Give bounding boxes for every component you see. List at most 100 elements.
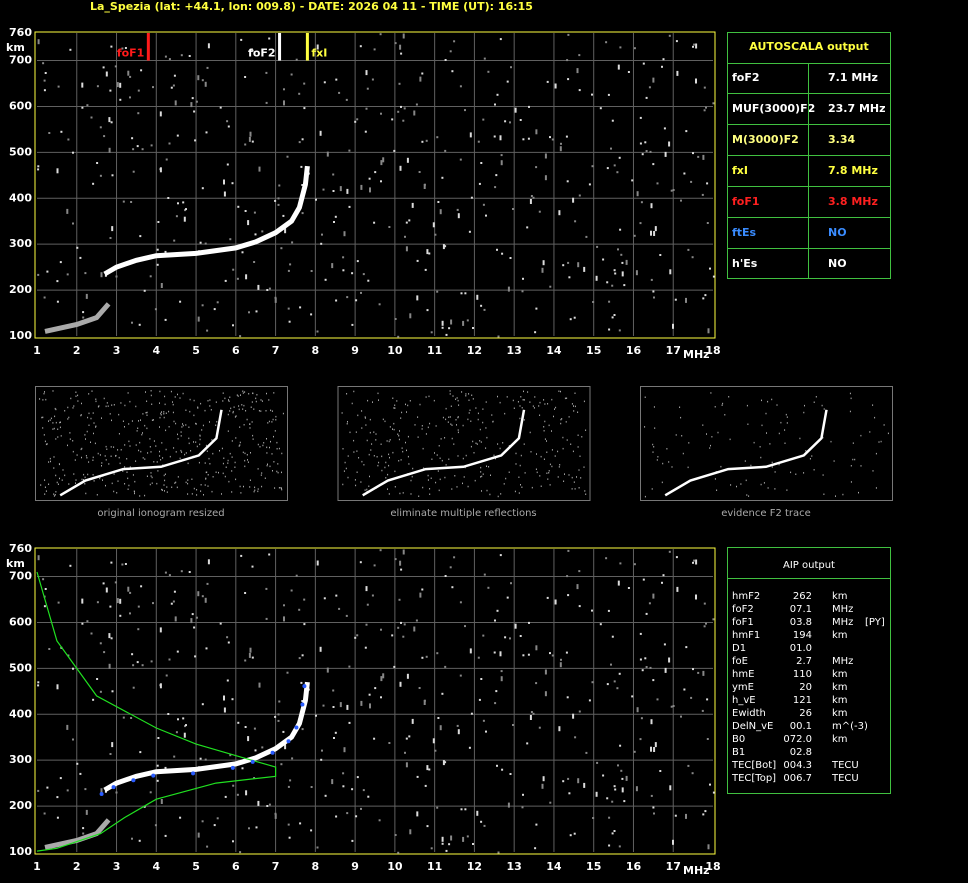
noise-dot [92,459,94,461]
noise-dot [504,636,507,639]
noise-dot [402,450,404,453]
noise-dot [619,46,622,49]
noise-dot [761,424,763,427]
noise-dot [366,603,369,606]
noise-dot [672,189,675,191]
noise-dot [721,404,723,406]
noise-dot [672,839,674,845]
noise-dot [257,490,259,493]
noise-dot [493,454,495,457]
noise-dot [52,390,54,392]
noise-dot [291,241,294,244]
noise-dot [298,141,301,144]
noise-dot [468,393,470,395]
noise-dot [397,433,399,435]
noise-dot [613,269,616,272]
noise-dot [380,628,382,631]
noise-dot [540,455,542,458]
noise-dot [48,420,49,422]
noise-dot [500,676,503,682]
noise-dot [40,484,42,486]
noise-dot [560,390,561,393]
noise-dot [639,658,642,661]
ionogram: 1 2 3 4 5 6 7 8 9 10 11 12 13 14 15 16 17 18MHz1002003004… [6,26,721,361]
noise-dot [425,396,427,398]
noise-dot [266,805,269,807]
aip-name: D1 [732,643,746,654]
noise-dot [558,390,560,392]
noise-dot [110,637,113,640]
noise-dot [712,102,715,105]
row-value: 7.1 MHz [828,71,878,84]
noise-dot [261,230,264,233]
noise-dot [157,470,159,472]
noise-dot [507,802,510,808]
noise-dot [460,808,463,811]
noise-dot [523,443,525,445]
noise-dot [110,45,113,48]
noise-dot [413,110,416,116]
noise-dot [706,433,707,435]
noise-dot [544,420,546,423]
noise-dot [627,71,630,73]
noise-dot [763,482,765,484]
noise-dot [370,449,372,451]
noise-dot [56,168,59,174]
noise-dot [278,487,280,489]
noise-dot [199,443,201,446]
noise-dot [268,37,271,40]
noise-dot [253,261,256,263]
noise-dot [150,144,153,147]
noise-dot [611,800,614,803]
noise-dot [573,481,575,483]
noise-dot [480,471,482,473]
noise-dot [234,416,236,418]
noise-dot [227,125,230,128]
noise-dot [369,475,370,478]
noise-dot [408,463,410,465]
noise-dot [82,316,85,319]
x-tick-label: 5 [192,344,200,357]
noise-dot [459,601,462,604]
noise-dot [507,286,510,292]
noise-dot [653,231,656,236]
noise-dot [416,811,419,817]
noise-dot [151,403,153,405]
noise-dot [668,550,671,553]
noise-dot [81,402,82,405]
noise-dot [572,450,574,453]
x-tick-label: 4 [152,344,160,357]
noise-dot [310,313,313,316]
noise-dot [280,247,283,250]
noise-dot [477,656,480,659]
noise-dot [875,487,877,489]
noise-dot [90,417,92,420]
noise-dot [110,561,113,564]
noise-dot [400,568,403,571]
noise-dot [122,470,124,472]
noise-dot [778,432,780,435]
noise-dot [227,462,229,464]
noise-dot [319,646,322,652]
noise-dot [680,199,682,202]
noise-dot [577,778,580,784]
noise-dot [57,601,60,604]
noise-dot [697,155,700,158]
row-value: 3.8 MHz [828,195,878,208]
noise-dot [274,812,277,815]
noise-dot [605,557,608,560]
noise-dot [356,776,359,779]
x-tick-label: 13 [507,344,522,357]
noise-dot [470,712,473,715]
noise-dot [193,441,194,443]
noise-dot [235,478,237,481]
noise-dot [400,417,402,419]
noise-dot [257,488,259,490]
noise-dot [165,448,167,451]
noise-dot [185,452,187,454]
noise-dot [608,328,611,331]
noise-dot [130,717,133,719]
noise-dot [557,450,559,453]
noise-dot [621,787,624,793]
noise-dot [225,466,227,468]
